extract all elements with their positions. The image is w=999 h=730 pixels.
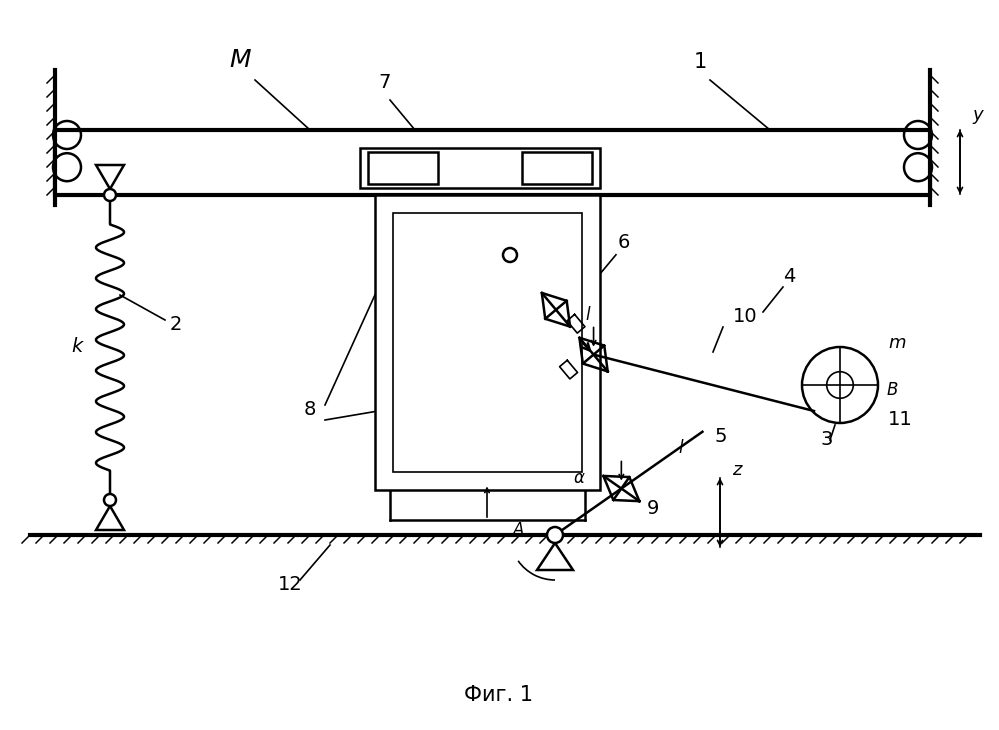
- Text: 7: 7: [379, 73, 392, 92]
- Text: 1: 1: [693, 52, 706, 72]
- Circle shape: [547, 527, 563, 543]
- Text: $y$: $y$: [972, 108, 985, 126]
- Text: $M$: $M$: [229, 48, 252, 72]
- Text: $\beta$: $\beta$: [532, 287, 544, 309]
- Circle shape: [503, 248, 517, 262]
- Text: $z$: $z$: [732, 461, 744, 479]
- Bar: [375, 195, 600, 490]
- Text: 10: 10: [733, 307, 757, 326]
- Text: Фиг. 1: Фиг. 1: [465, 685, 533, 705]
- Bar: [55, 130, 930, 195]
- Text: 11: 11: [888, 410, 913, 429]
- Text: $B$: $B$: [886, 381, 898, 399]
- Text: $A_1$: $A_1$: [470, 241, 488, 259]
- Text: 12: 12: [278, 575, 303, 594]
- Text: $l$: $l$: [584, 306, 591, 323]
- Text: 9: 9: [646, 499, 658, 518]
- Text: $k$: $k$: [71, 337, 85, 356]
- Circle shape: [104, 189, 116, 201]
- Text: 4: 4: [783, 267, 795, 286]
- Circle shape: [104, 494, 116, 506]
- Text: $A$: $A$: [511, 521, 525, 539]
- Text: $m$: $m$: [888, 334, 906, 352]
- Text: 5: 5: [714, 427, 727, 446]
- Text: 8: 8: [304, 400, 317, 419]
- Bar: [522, 152, 592, 184]
- Bar: [368, 152, 438, 184]
- Text: 2: 2: [170, 315, 183, 334]
- Text: $\alpha$: $\alpha$: [573, 469, 585, 487]
- Text: 3: 3: [820, 430, 832, 449]
- Bar: [393, 213, 582, 472]
- Text: 6: 6: [618, 233, 630, 252]
- Text: $l$: $l$: [677, 439, 684, 456]
- Bar: [360, 148, 600, 188]
